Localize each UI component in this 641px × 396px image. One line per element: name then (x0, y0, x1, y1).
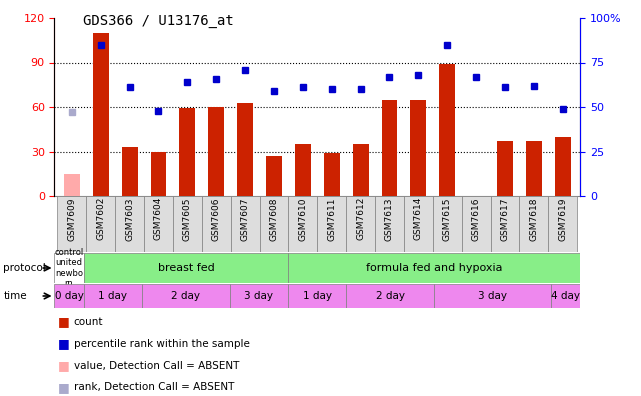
Bar (266, 156, 282, 196)
Bar (93, 33, 108, 196)
Bar (353, 144, 369, 196)
Bar (295, 144, 311, 196)
Bar (144, 196, 173, 252)
Text: GSM7610: GSM7610 (298, 197, 307, 241)
Text: protocol: protocol (3, 263, 46, 273)
Bar (434, 284, 551, 308)
Bar (84, 284, 142, 308)
Bar (551, 284, 580, 308)
Bar (410, 99, 426, 196)
Bar (288, 284, 347, 308)
Bar (317, 196, 346, 252)
Text: ■: ■ (58, 337, 69, 350)
Bar (346, 196, 375, 252)
Bar (548, 196, 577, 252)
Bar (229, 284, 288, 308)
Text: 4 day: 4 day (551, 291, 580, 301)
Text: 1 day: 1 day (303, 291, 332, 301)
Text: GSM7616: GSM7616 (472, 197, 481, 241)
Bar (519, 196, 548, 252)
Text: GSM7617: GSM7617 (501, 197, 510, 241)
Text: percentile rank within the sample: percentile rank within the sample (74, 339, 249, 349)
Bar (347, 284, 434, 308)
Bar (497, 141, 513, 196)
Text: GSM7618: GSM7618 (529, 197, 538, 241)
Text: GSM7605: GSM7605 (183, 197, 192, 241)
Bar (381, 99, 397, 196)
Bar (115, 196, 144, 252)
Bar (87, 196, 115, 252)
Text: GSM7614: GSM7614 (414, 197, 423, 240)
Bar (433, 196, 462, 252)
Text: GSM7608: GSM7608 (269, 197, 278, 241)
Text: 1 day: 1 day (98, 291, 128, 301)
Text: GSM7606: GSM7606 (212, 197, 221, 241)
Bar (208, 107, 224, 196)
Bar (324, 153, 340, 196)
Text: GSM7602: GSM7602 (96, 197, 105, 240)
Text: ■: ■ (58, 316, 69, 328)
Text: GSM7612: GSM7612 (356, 197, 365, 240)
Bar (142, 284, 229, 308)
Text: 2 day: 2 day (171, 291, 201, 301)
Bar (202, 196, 231, 252)
Text: ■: ■ (58, 381, 69, 394)
Bar (173, 196, 202, 252)
Bar (439, 64, 455, 196)
Text: GSM7619: GSM7619 (558, 197, 567, 241)
Bar (404, 196, 433, 252)
Text: 0 day: 0 day (54, 291, 83, 301)
Text: value, Detection Call = ABSENT: value, Detection Call = ABSENT (74, 360, 239, 371)
Bar (375, 196, 404, 252)
Text: count: count (74, 317, 103, 327)
Text: GSM7613: GSM7613 (385, 197, 394, 241)
Text: GSM7611: GSM7611 (328, 197, 337, 241)
Text: GSM7615: GSM7615 (443, 197, 452, 241)
Text: control
united
newbo
rn: control united newbo rn (54, 248, 84, 288)
Text: time: time (3, 291, 27, 301)
Bar (151, 152, 167, 196)
Text: 3 day: 3 day (244, 291, 274, 301)
Bar (58, 196, 87, 252)
Bar (84, 253, 288, 283)
Text: GSM7609: GSM7609 (67, 197, 76, 241)
Bar (122, 147, 138, 196)
Bar (54, 284, 84, 308)
Text: 2 day: 2 day (376, 291, 405, 301)
Text: 3 day: 3 day (478, 291, 507, 301)
Text: GSM7607: GSM7607 (240, 197, 249, 241)
Bar (526, 141, 542, 196)
Bar (490, 196, 519, 252)
Text: rank, Detection Call = ABSENT: rank, Detection Call = ABSENT (74, 382, 234, 392)
Text: ■: ■ (58, 359, 69, 372)
Bar (64, 174, 79, 196)
Bar (288, 196, 317, 252)
Bar (179, 109, 196, 196)
Bar (231, 196, 260, 252)
Bar (462, 196, 490, 252)
Text: formula fed and hypoxia: formula fed and hypoxia (366, 263, 503, 273)
Bar (54, 253, 84, 283)
Text: breast fed: breast fed (158, 263, 214, 273)
Bar (260, 196, 288, 252)
Text: GDS366 / U13176_at: GDS366 / U13176_at (83, 14, 234, 28)
Text: GSM7604: GSM7604 (154, 197, 163, 240)
Text: GSM7603: GSM7603 (125, 197, 134, 241)
Bar (555, 137, 570, 196)
Bar (288, 253, 580, 283)
Bar (237, 103, 253, 196)
